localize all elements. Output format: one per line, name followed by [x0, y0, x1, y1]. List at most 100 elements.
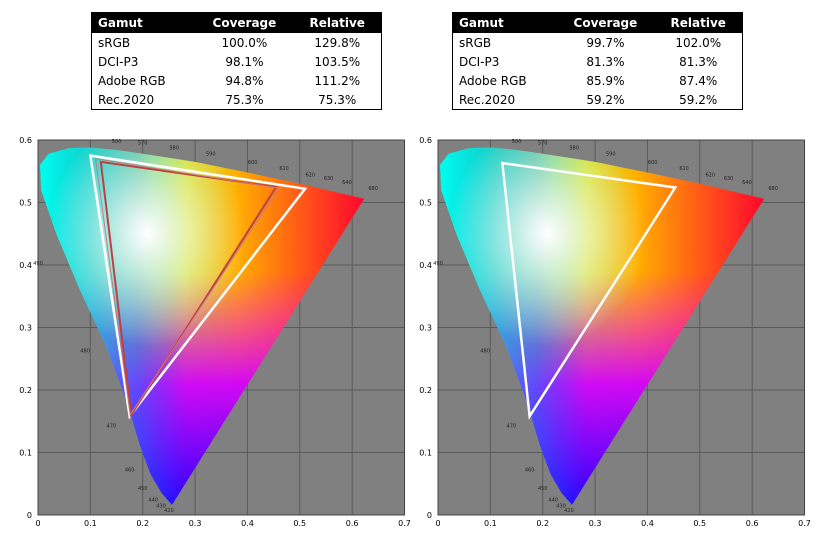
cell: Rec.2020: [459, 92, 516, 107]
gamut-triangle: [500, 161, 678, 420]
wavelength-label: 450: [138, 486, 148, 492]
x-tick-label: 0.3: [189, 519, 202, 528]
wavelength-label: 580: [569, 145, 579, 151]
cell: 75.3%: [318, 92, 357, 107]
header-cell: Relative: [654, 12, 743, 33]
y-tick-label: 0.2: [419, 386, 432, 395]
wavelength-label: 620: [305, 172, 315, 178]
wavelength-label: 460: [525, 467, 535, 473]
cell: 81.3%: [679, 54, 718, 69]
x-tick-label: 0.1: [84, 519, 97, 528]
wavelength-label: 620: [705, 172, 715, 178]
cell: 100.0%: [221, 35, 268, 50]
cell: 111.2%: [314, 73, 361, 88]
cell: 98.1%: [225, 54, 264, 69]
wavelength-label: 600: [648, 160, 658, 166]
x-tick-label: 0.3: [589, 519, 602, 528]
wavelength-label: 470: [507, 424, 517, 430]
wavelength-label: 630: [324, 176, 334, 182]
cell: sRGB: [98, 35, 131, 50]
cell: Rec.2020: [98, 92, 155, 107]
y-tick-label: 0.1: [19, 449, 32, 458]
cell: sRGB: [459, 35, 492, 50]
wavelength-label: 470: [107, 424, 117, 430]
y-tick-label: 0.6: [19, 136, 32, 145]
x-tick-label: 0: [435, 519, 440, 528]
x-tick-label: 0.2: [536, 519, 549, 528]
wavelength-label: 420: [164, 508, 174, 514]
header-cell: Relative: [293, 12, 382, 33]
y-tick-label: 0.6: [419, 136, 432, 145]
gamut-triangle: [95, 158, 280, 417]
cell: Adobe RGB: [459, 73, 527, 88]
cell: 102.0%: [675, 35, 722, 50]
wavelength-label: 440: [548, 497, 558, 503]
wavelength-label: 490: [433, 261, 443, 267]
wavelength-label: 590: [606, 152, 616, 158]
plot-border: [437, 139, 806, 516]
cell: 59.2%: [586, 92, 625, 107]
y-tick-label: 0.1: [419, 449, 432, 458]
x-tick-label: 0.7: [398, 519, 411, 528]
cell: 75.3%: [225, 92, 264, 107]
wavelength-label: 680: [368, 186, 378, 192]
x-tick-label: 0.5: [693, 519, 706, 528]
header-cell: Gamut: [91, 12, 196, 33]
cell: 103.5%: [314, 54, 361, 69]
wavelength-label: 590: [206, 152, 216, 158]
wavelength-label: 480: [80, 349, 90, 355]
x-tick-label: 0.4: [641, 519, 654, 528]
wavelength-label: 570: [538, 140, 548, 146]
x-tick-label: 0.6: [346, 519, 359, 528]
wavelength-label: 500: [112, 139, 122, 145]
x-tick-label: 0.4: [241, 519, 254, 528]
wavelength-label: 500: [512, 139, 522, 145]
cell: 94.8%: [225, 73, 264, 88]
cell: 129.8%: [314, 35, 361, 50]
cell: 59.2%: [679, 92, 718, 107]
cell: 85.9%: [586, 73, 625, 88]
x-tick-label: 0: [35, 519, 40, 528]
wavelength-label: 640: [342, 180, 352, 186]
wavelength-label: 430: [156, 504, 166, 510]
y-tick-label: 0: [27, 511, 32, 520]
wavelength-label: 480: [480, 349, 490, 355]
cell: DCI-P3: [98, 54, 139, 69]
y-tick-label: 0.3: [19, 324, 32, 333]
cell: DCI-P3: [459, 54, 500, 69]
x-tick-label: 0.2: [136, 519, 149, 528]
y-tick-label: 0: [427, 511, 432, 520]
wavelength-label: 450: [538, 486, 548, 492]
y-tick-label: 0.3: [419, 324, 432, 333]
y-tick-label: 0.5: [19, 199, 32, 208]
wavelength-label: 640: [742, 180, 752, 186]
wavelength-label: 460: [125, 467, 135, 473]
header-cell: Gamut: [452, 12, 557, 33]
header-cell: Coverage: [195, 12, 294, 33]
wavelength-label: 610: [279, 166, 289, 172]
cell: 81.3%: [586, 54, 625, 69]
wavelength-label: 580: [169, 145, 179, 151]
x-tick-label: 0.1: [484, 519, 497, 528]
wavelength-label: 420: [564, 508, 574, 514]
x-tick-label: 0.5: [293, 519, 306, 528]
y-tick-label: 0.5: [419, 199, 432, 208]
y-tick-label: 0.4: [19, 261, 32, 270]
x-tick-label: 0.6: [746, 519, 759, 528]
wavelength-label: 680: [768, 186, 778, 192]
cell: 99.7%: [586, 35, 625, 50]
wavelength-label: 610: [679, 166, 689, 172]
y-tick-label: 0.4: [419, 261, 432, 270]
cell: 87.4%: [679, 73, 718, 88]
wavelength-label: 600: [248, 160, 258, 166]
wavelength-label: 630: [724, 176, 734, 182]
gamut-triangle: [99, 160, 278, 418]
plot-border: [37, 139, 406, 516]
wavelength-label: 440: [148, 497, 158, 503]
header-cell: Coverage: [556, 12, 655, 33]
wavelength-label: 570: [138, 140, 148, 146]
chromaticity-diagram: 0 0.1 0.2 0.3 0.4 0.5 0.6 0.7 0 0.1 0.2 0.3 0.4 0.5 0.…: [419, 136, 811, 528]
chromaticity-diagram: 0 0.1 0.2 0.3 0.4 0.5 0.6 0.7 0 0.1 0.2 0.3 0.4 0.5 0.…: [19, 136, 411, 528]
